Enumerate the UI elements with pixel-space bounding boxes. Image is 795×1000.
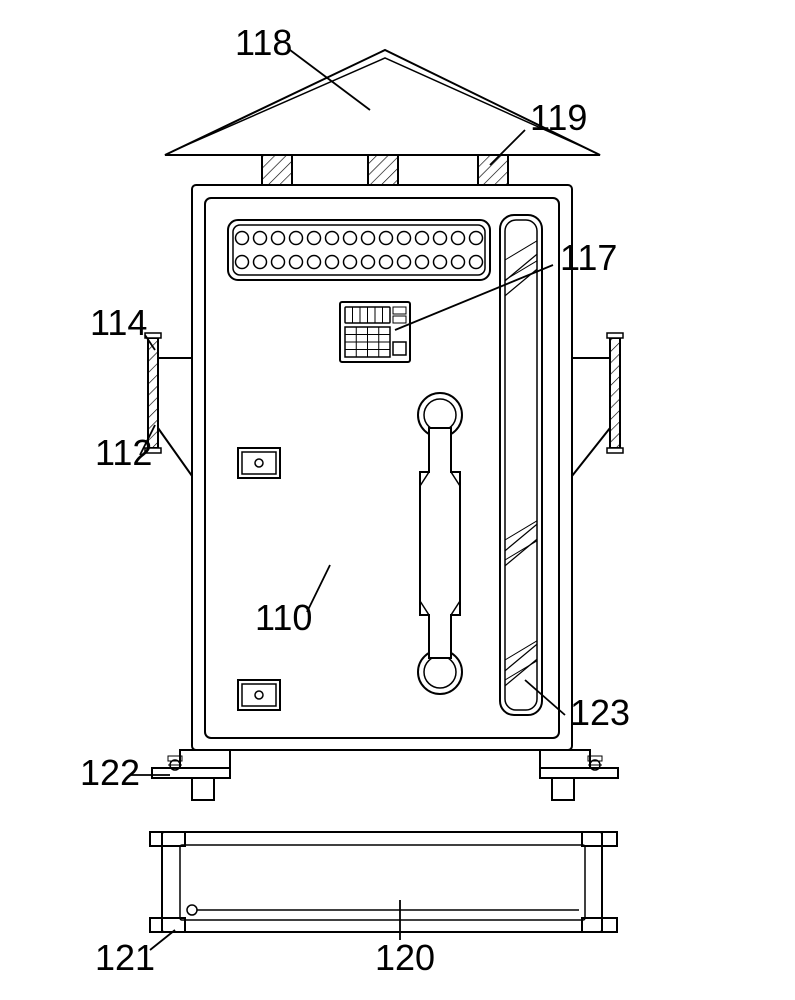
label-117: 117: [560, 237, 617, 278]
vent-hole: [290, 232, 303, 245]
label-122: 122: [80, 752, 140, 793]
label-114: 114: [90, 302, 147, 343]
label-112: 112: [95, 432, 152, 473]
label-121: 121: [95, 937, 155, 978]
vent-hole: [344, 256, 357, 269]
base-flange: [582, 832, 617, 846]
vent-hole: [434, 256, 447, 269]
side-port-body: [158, 358, 192, 476]
label-118: 118: [235, 22, 292, 63]
vent-hole: [326, 232, 339, 245]
base-flange: [150, 918, 185, 932]
side-flange: [610, 338, 620, 448]
vent-hole: [254, 232, 267, 245]
base-box-inner: [180, 845, 585, 920]
side-port-body: [572, 358, 610, 476]
vent-hole: [434, 232, 447, 245]
vent-hole: [416, 256, 429, 269]
vent-hole: [470, 256, 483, 269]
handle-shaft: [420, 428, 460, 658]
vent-hole: [416, 232, 429, 245]
label-119: 119: [530, 97, 587, 138]
vent-hole: [236, 256, 249, 269]
vent-hole: [254, 256, 267, 269]
vent-hole: [272, 232, 285, 245]
window-glass: [505, 220, 537, 710]
roof-support-1: [368, 155, 398, 185]
base-box-outer: [162, 832, 602, 932]
vent-hole: [236, 232, 249, 245]
label-120: 120: [375, 937, 435, 978]
vent-hole: [380, 232, 393, 245]
mounting-flange: [540, 768, 618, 778]
vent-hole: [362, 256, 375, 269]
label-123: 123: [570, 692, 630, 733]
vent-hole: [308, 232, 321, 245]
vent-hole: [344, 232, 357, 245]
vent-hole: [452, 232, 465, 245]
vent-hole: [470, 232, 483, 245]
mounting-flange: [152, 768, 230, 778]
base-flange: [150, 832, 185, 846]
vent-hole: [290, 256, 303, 269]
vent-hole: [308, 256, 321, 269]
vent-hole: [362, 232, 375, 245]
vent-hole: [398, 232, 411, 245]
vent-hole: [452, 256, 465, 269]
vent-hole: [326, 256, 339, 269]
base-flange: [582, 918, 617, 932]
vent-hole: [398, 256, 411, 269]
vent-hole: [272, 256, 285, 269]
roof-support-2: [478, 155, 508, 185]
leader-line: [290, 50, 370, 110]
vent-hole: [380, 256, 393, 269]
roof-support-0: [262, 155, 292, 185]
cabinet-outer: [192, 185, 572, 750]
label-110: 110: [255, 597, 312, 638]
technical-drawing: 110 112 114 117 118 119 120 121 122 123: [0, 0, 795, 1000]
vent-frame: [228, 220, 490, 280]
window-frame: [500, 215, 542, 715]
